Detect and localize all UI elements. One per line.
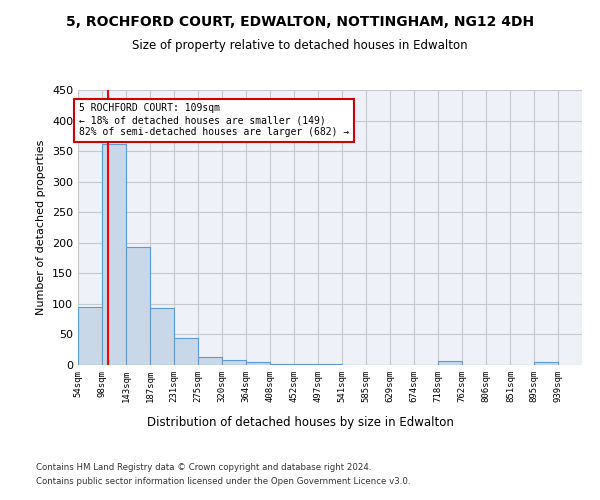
- Bar: [102, 144, 126, 365]
- Text: Distribution of detached houses by size in Edwalton: Distribution of detached houses by size …: [146, 416, 454, 429]
- Bar: [246, 362, 270, 365]
- Text: 5 ROCHFORD COURT: 109sqm
← 18% of detached houses are smaller (149)
82% of semi-: 5 ROCHFORD COURT: 109sqm ← 18% of detach…: [79, 104, 349, 136]
- Bar: [294, 364, 318, 365]
- Bar: [174, 338, 198, 365]
- Text: Contains public sector information licensed under the Open Government Licence v3: Contains public sector information licen…: [36, 476, 410, 486]
- Text: Contains HM Land Registry data © Crown copyright and database right 2024.: Contains HM Land Registry data © Crown c…: [36, 463, 371, 472]
- Bar: [319, 364, 342, 365]
- Bar: [78, 307, 102, 365]
- Bar: [438, 362, 462, 365]
- Text: Size of property relative to detached houses in Edwalton: Size of property relative to detached ho…: [132, 38, 468, 52]
- Bar: [270, 364, 294, 365]
- Bar: [534, 362, 558, 365]
- Bar: [150, 308, 174, 365]
- Bar: [223, 360, 246, 365]
- Y-axis label: Number of detached properties: Number of detached properties: [37, 140, 46, 315]
- Text: 5, ROCHFORD COURT, EDWALTON, NOTTINGHAM, NG12 4DH: 5, ROCHFORD COURT, EDWALTON, NOTTINGHAM,…: [66, 16, 534, 30]
- Bar: [198, 357, 222, 365]
- Bar: [126, 247, 150, 365]
